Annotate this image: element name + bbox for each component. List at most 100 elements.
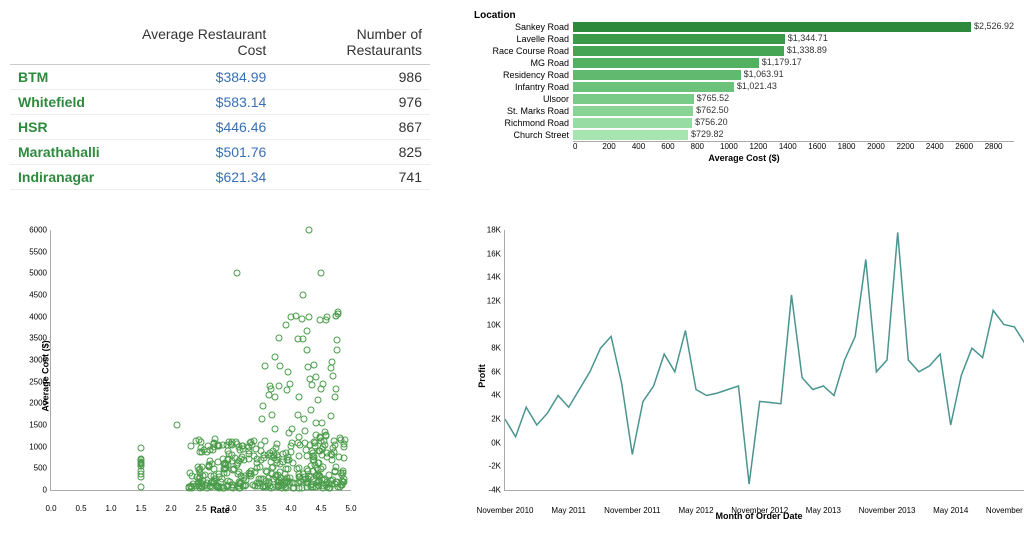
scatter-point: [195, 464, 202, 471]
scatter-point: [318, 420, 325, 427]
cost-cell: $384.99: [108, 65, 275, 90]
scatter-point: [304, 363, 311, 370]
scatter-ytick: 5500: [29, 247, 47, 256]
bar-fill: [573, 58, 759, 68]
line-ytick: 12K: [487, 296, 501, 305]
bar-fill: [573, 130, 688, 140]
scatter-ytick: 2000: [29, 399, 47, 408]
scatter-point: [334, 336, 341, 343]
scatter-point: [295, 452, 302, 459]
location-cell: HSR: [10, 115, 108, 140]
scatter-point: [221, 460, 228, 467]
bar-xtick: 2400: [926, 142, 955, 151]
scatter-point: [277, 362, 284, 369]
bar-xtick: 800: [691, 142, 720, 151]
scatter-ytick: 6000: [29, 226, 47, 235]
scatter-point: [282, 449, 289, 456]
scatter-point: [320, 380, 327, 387]
scatter-point: [277, 460, 284, 467]
scatter-point: [138, 468, 145, 475]
scatter-point: [303, 347, 310, 354]
scatter-point: [247, 468, 254, 475]
scatter-point: [236, 482, 243, 489]
scatter-point: [251, 482, 258, 489]
bar-xtick: 1600: [808, 142, 837, 151]
scatter-point: [198, 438, 205, 445]
scatter-point: [295, 412, 302, 419]
bar-xtick: 1200: [749, 142, 778, 151]
bar-value: $1,063.91: [744, 69, 784, 79]
scatter-point: [313, 465, 320, 472]
bar-fill: [573, 82, 734, 92]
bar-row: Richmond Road$756.20: [474, 117, 1014, 128]
scatter-point: [224, 448, 231, 455]
scatter-point: [315, 397, 322, 404]
scatter-point: [307, 441, 314, 448]
bar-label: Infantry Road: [474, 82, 573, 92]
scatter-point: [254, 460, 261, 467]
line-xtick: November 2014: [986, 506, 1024, 515]
scatter-ytick: 500: [34, 464, 47, 473]
location-cell: Whitefield: [10, 90, 108, 115]
count-cell: 825: [274, 140, 430, 165]
scatter-point: [138, 474, 145, 481]
line-ytick: 8K: [491, 344, 501, 353]
scatter-point: [303, 465, 310, 472]
scatter-point: [307, 407, 314, 414]
scatter-point: [228, 481, 235, 488]
scatter-point: [335, 309, 342, 316]
scatter-point: [295, 471, 302, 478]
scatter-point: [252, 445, 259, 452]
scatter-point: [213, 481, 220, 488]
profit-line: [505, 232, 1024, 484]
bar-label: Ulsoor: [474, 94, 573, 104]
table-row: Indiranagar$621.34741: [10, 165, 430, 190]
scatter-xtick: 2.5: [195, 504, 206, 513]
bar-value: $1,338.89: [787, 45, 827, 55]
scatter-xtick: 0.0: [45, 504, 56, 513]
bar-legend: Location: [474, 10, 1014, 21]
scatter-point: [259, 402, 266, 409]
cost-cell: $621.34: [108, 165, 275, 190]
scatter-point: [299, 316, 306, 323]
scatter-point: [239, 442, 246, 449]
scatter-point: [174, 422, 181, 429]
line-xtick: November 2012: [731, 506, 788, 515]
bar-row: St. Marks Road$762.50: [474, 105, 1014, 116]
scatter-point: [308, 481, 315, 488]
bar-row: Infantry Road$1,021.43: [474, 81, 1014, 92]
line-xtick: May 2013: [806, 506, 841, 515]
bar-xtick: 1800: [838, 142, 867, 151]
scatter-point: [273, 440, 280, 447]
scatter-point: [186, 483, 193, 490]
table-header: Average Restaurant Cost: [108, 20, 275, 65]
scatter-point: [299, 484, 306, 491]
scatter-point: [261, 363, 268, 370]
bar-label: MG Road: [474, 58, 573, 68]
scatter-point: [288, 313, 295, 320]
line-ytick: 0K: [491, 438, 501, 447]
bar-label: Race Course Road: [474, 46, 573, 56]
scatter-point: [258, 415, 265, 422]
bar-value: $765.52: [697, 93, 730, 103]
bar-fill: [573, 118, 692, 128]
line-xtick: November 2013: [859, 506, 916, 515]
line-ytick: 18K: [487, 226, 501, 235]
table-row: Whitefield$583.14976: [10, 90, 430, 115]
scatter-xtick: 4.0: [285, 504, 296, 513]
cost-vs-rate-scatter: Average Cost ($) 05001000150020002500300…: [10, 230, 390, 521]
scatter-point: [310, 362, 317, 369]
scatter-point: [303, 452, 310, 459]
table-header: [10, 20, 108, 65]
scatter-xtick: 2.0: [165, 504, 176, 513]
scatter-point: [269, 412, 276, 419]
bar-label: Sankey Road: [474, 22, 573, 32]
bar-xtick: 2000: [867, 142, 896, 151]
scatter-point: [199, 473, 206, 480]
scatter-point: [268, 484, 275, 491]
scatter-point: [295, 440, 302, 447]
scatter-point: [245, 447, 252, 454]
scatter-point: [315, 447, 322, 454]
scatter-point: [316, 316, 323, 323]
scatter-point: [284, 386, 291, 393]
